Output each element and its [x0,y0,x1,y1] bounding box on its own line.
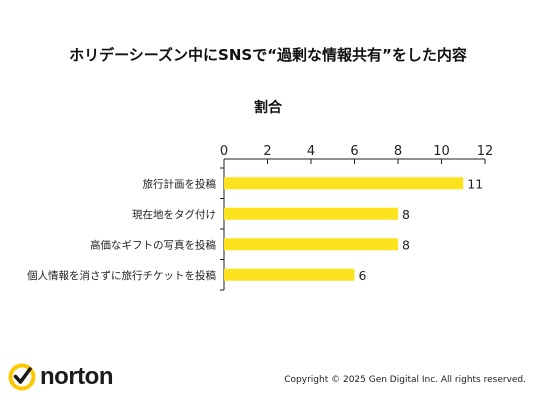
category-label: 旅行計画を投稿 [143,177,217,190]
x-tick-label: 12 [477,144,494,159]
brand-name: norton [40,363,113,390]
data-label: 8 [402,237,410,252]
chart-subtitle: 割合 [254,100,282,116]
x-tick-label: 8 [394,144,402,159]
x-tick-label: 6 [350,144,358,159]
chart-title: ホリデーシーズン中にSNSで“過剰な情報共有”をした内容 [69,46,467,64]
data-label: 6 [359,268,367,283]
bar [224,207,398,220]
bar [224,268,355,281]
x-tick-label: 2 [263,144,271,159]
bar [224,238,398,251]
data-label: 11 [467,176,483,191]
copyright-text: Copyright © 2025 Gen Digital Inc. All ri… [284,375,526,385]
norton-logo: norton [8,362,113,392]
bar-chart: 0 2 4 6 8 10 12 旅行計画を投稿 11 現在地をタグ付け 8 高価なギフトの写真を投稿 8… [27,144,494,291]
category-label: 現在地をタグ付け [132,208,216,221]
category-label: 個人情報を消さずに旅行チケットを投稿 [27,269,216,282]
data-label: 8 [402,207,410,222]
x-tick-label: 4 [307,144,315,159]
norton-check-icon [8,363,36,391]
category-label: 高価なギフトの写真を投稿 [90,238,216,251]
x-tick-label: 10 [433,144,450,159]
bar [224,177,464,190]
x-tick-label: 0 [220,144,228,159]
